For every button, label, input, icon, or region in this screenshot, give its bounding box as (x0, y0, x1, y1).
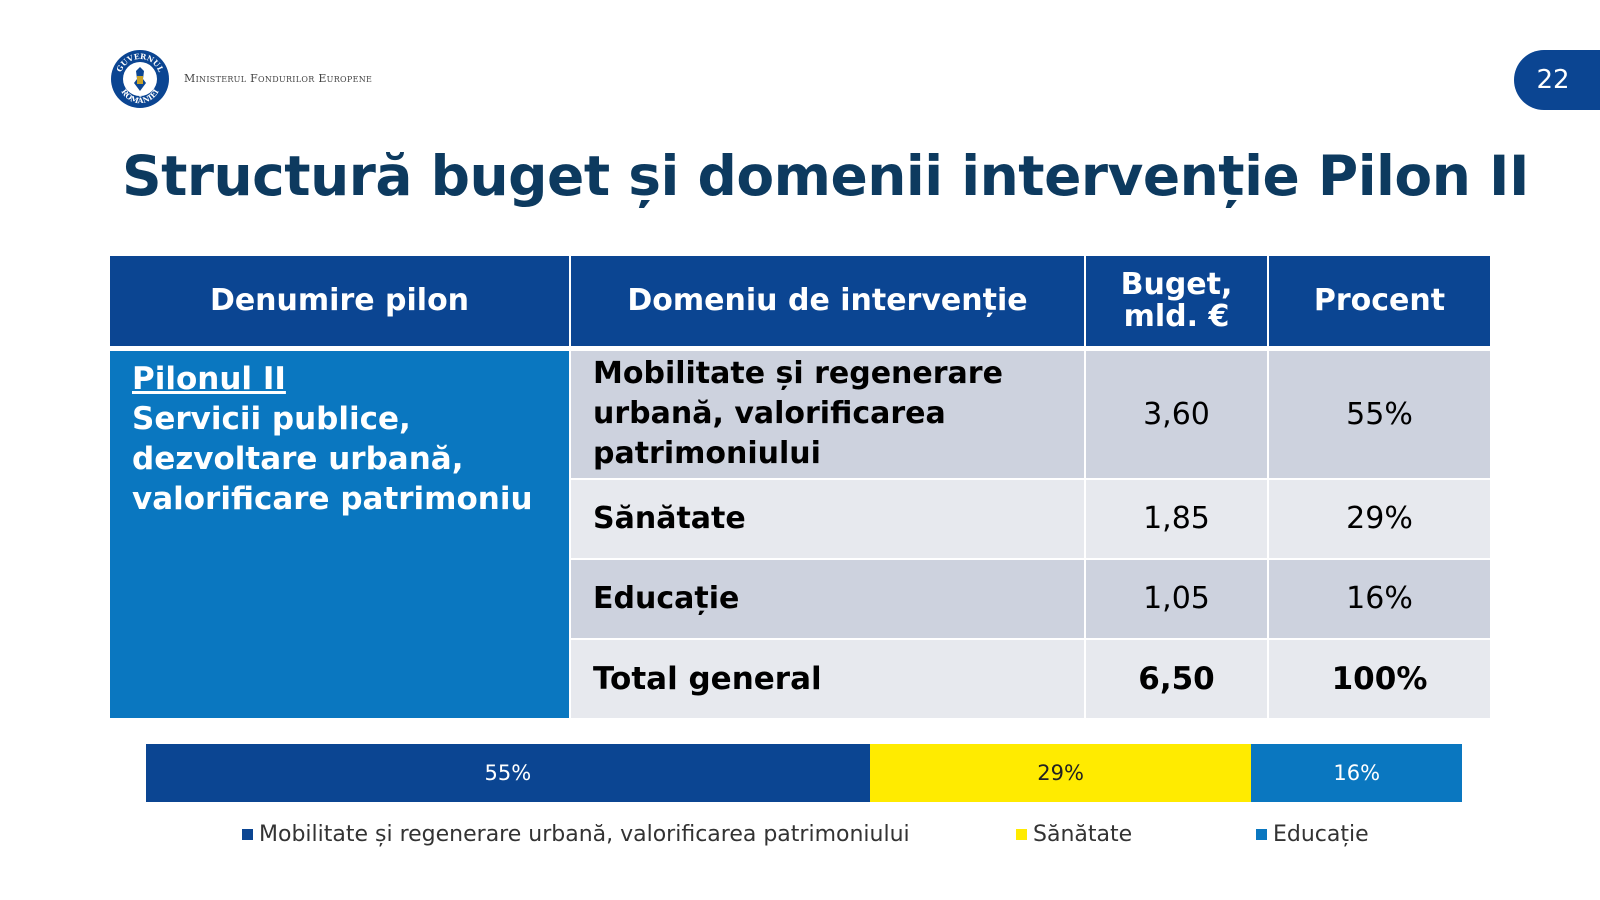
page-number-badge: 22 (1514, 50, 1600, 110)
percent-cell: 55% (1268, 348, 1490, 480)
header-percent: Procent (1268, 256, 1490, 351)
percent-cell: 16% (1268, 558, 1490, 640)
legend-item-mobility: Mobilitate și regenerare urbană, valorif… (242, 822, 910, 847)
legend-item-education: Educație (1256, 822, 1369, 847)
budget-cell: 3,60 (1085, 348, 1269, 480)
pillar-cell: Pilonul II Servicii publice, dezvoltare … (110, 348, 571, 720)
pillar-name: Pilonul II (132, 361, 286, 397)
total-label: Total general (570, 638, 1086, 720)
total-row: Total general 6,50 100% (110, 638, 1490, 720)
legend-label-education: Educație (1273, 822, 1369, 847)
ministry-name: Ministerul Fondurilor Europene (184, 72, 373, 85)
legend-label-mobility: Mobilitate și regenerare urbană, valorif… (259, 822, 910, 847)
slide-title: Structură buget și domenii intervenție P… (122, 144, 1529, 208)
table-row: Pilonul II Servicii publice, dezvoltare … (110, 348, 1490, 720)
legend-swatch-mobility (242, 829, 253, 840)
legend-swatch-education (1256, 829, 1267, 840)
stacked-percent-bar: 55% 29% 16% (146, 744, 1462, 802)
header-budget: Buget, mld. € (1085, 256, 1269, 351)
budget-cell: 1,85 (1085, 478, 1269, 560)
budget-cell: 1,05 (1085, 558, 1269, 640)
bar-segment-education: 16% (1251, 744, 1462, 802)
header-domain: Domeniu de intervenție (570, 256, 1086, 351)
total-budget: 6,50 (1085, 638, 1269, 720)
domain-cell: Educație (570, 558, 1086, 640)
budget-table: Denumire pilon Domeniu de intervenție Bu… (110, 256, 1490, 720)
bar-segment-mobility: 55% (146, 744, 870, 802)
pillar-description: Servicii publice, dezvoltare urbană, val… (132, 401, 533, 517)
bar-label-mobility: 55% (484, 761, 532, 785)
bar-segment-health: 29% (869, 744, 1252, 802)
chart-legend: Mobilitate și regenerare urbană, valorif… (0, 822, 1600, 852)
legend-item-health: Sănătate (1016, 822, 1132, 847)
table-header-row: Denumire pilon Domeniu de intervenție Bu… (110, 256, 1490, 351)
table-row: Educație 1,05 16% (110, 558, 1490, 640)
table-row: Sănătate 1,85 29% (110, 478, 1490, 560)
legend-swatch-health (1016, 829, 1027, 840)
header-pillar-name: Denumire pilon (110, 256, 571, 351)
bar-label-education: 16% (1333, 761, 1381, 785)
legend-label-health: Sănătate (1033, 822, 1133, 847)
domain-cell: Mobilitate și regenerare urbană, valorif… (570, 348, 1086, 480)
total-percent: 100% (1268, 638, 1490, 720)
bar-label-health: 29% (1037, 761, 1084, 785)
domain-cell: Sănătate (570, 478, 1086, 560)
percent-cell: 29% (1268, 478, 1490, 560)
government-seal-icon: GUVERNUL ROMÂNIEI (110, 49, 170, 109)
